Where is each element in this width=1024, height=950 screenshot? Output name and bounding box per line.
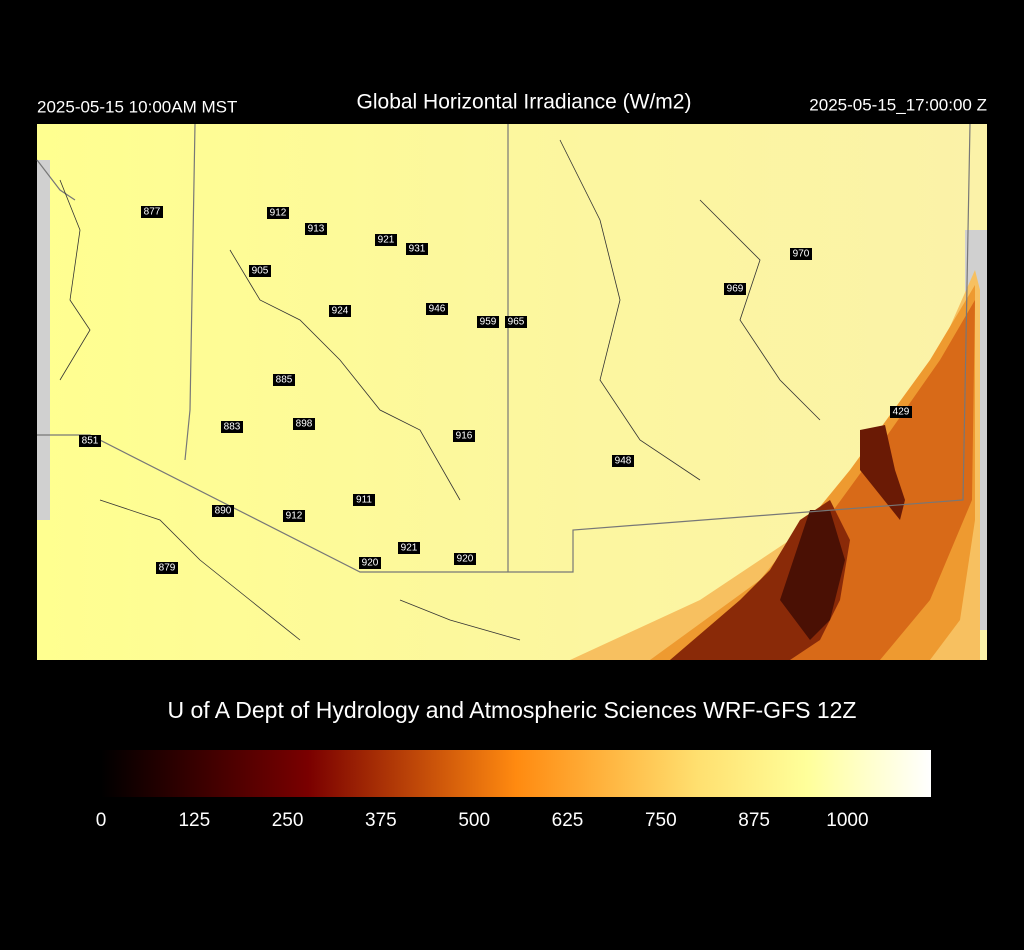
station: 931 (406, 243, 428, 255)
station: 969 (724, 283, 746, 295)
station-value: 965 (508, 317, 525, 328)
station: 948 (612, 455, 634, 467)
map (36, 123, 987, 660)
station-value: 970 (793, 249, 810, 260)
map-title: Global Horizontal Irradiance (W/m2) (357, 91, 692, 114)
station-value: 877 (144, 207, 161, 218)
station: 916 (453, 430, 475, 442)
station: 879 (156, 562, 178, 574)
colorbar-ticks: 0 125 250 375 500 625 750 875 1000 (96, 810, 869, 831)
station: 905 (249, 265, 271, 277)
station-value: 883 (224, 422, 241, 433)
station: 924 (329, 305, 351, 317)
station: 946 (426, 303, 448, 315)
station-value: 913 (308, 224, 325, 235)
valid-time-utc: 2025-05-15_17:00:00 Z (809, 95, 987, 114)
station-value: 948 (615, 456, 632, 467)
colorbar-tick-label: 750 (645, 810, 677, 831)
colorbar-tick-label: 125 (178, 810, 210, 831)
station-value: 921 (401, 543, 418, 554)
station-value: 905 (252, 266, 269, 277)
valid-time-local: 2025-05-15 10:00AM MST (37, 97, 237, 116)
station: 429 (890, 406, 912, 418)
station: 851 (79, 435, 101, 447)
station-value: 921 (378, 235, 395, 246)
station-value: 879 (159, 563, 176, 574)
colorbar-tick-label: 1000 (826, 810, 868, 831)
station-value: 969 (727, 284, 744, 295)
station: 912 (267, 207, 289, 219)
station-value: 916 (456, 431, 473, 442)
colorbar-tick-label: 625 (552, 810, 584, 831)
station-value: 920 (362, 558, 379, 569)
colorbar-tick-label: 0 (96, 810, 107, 831)
station-labels: 877 912 913 921 931 905 924 946 959 965 … (79, 206, 912, 574)
colorbar-tick-label: 875 (738, 810, 770, 831)
station: 898 (293, 418, 315, 430)
station: 920 (359, 557, 381, 569)
station: 970 (790, 248, 812, 260)
station: 921 (375, 234, 397, 246)
station-value: 946 (429, 304, 446, 315)
station-value: 912 (270, 208, 287, 219)
station-value: 429 (893, 407, 910, 418)
station: 920 (454, 553, 476, 565)
colorbar-tick-label: 500 (458, 810, 490, 831)
colorbar (101, 750, 931, 797)
station-value: 885 (276, 375, 293, 386)
station: 883 (221, 421, 243, 433)
station: 911 (353, 494, 375, 506)
station: 959 (477, 316, 499, 328)
station: 921 (398, 542, 420, 554)
station: 877 (141, 206, 163, 218)
station-value: 959 (480, 317, 497, 328)
station: 890 (212, 505, 234, 517)
station-value: 912 (286, 511, 303, 522)
station-value: 890 (215, 506, 232, 517)
station: 885 (273, 374, 295, 386)
station-value: 924 (332, 306, 349, 317)
station-value: 898 (296, 419, 313, 430)
station: 912 (283, 510, 305, 522)
station-value: 911 (356, 495, 372, 506)
credit: U of A Dept of Hydrology and Atmospheric… (167, 697, 856, 723)
station: 965 (505, 316, 527, 328)
colorbar-tick-label: 250 (272, 810, 304, 831)
station: 913 (305, 223, 327, 235)
station-value: 851 (82, 436, 99, 447)
station-value: 931 (409, 244, 426, 255)
colorbar-tick-label: 375 (365, 810, 397, 831)
station-value: 920 (457, 554, 474, 565)
